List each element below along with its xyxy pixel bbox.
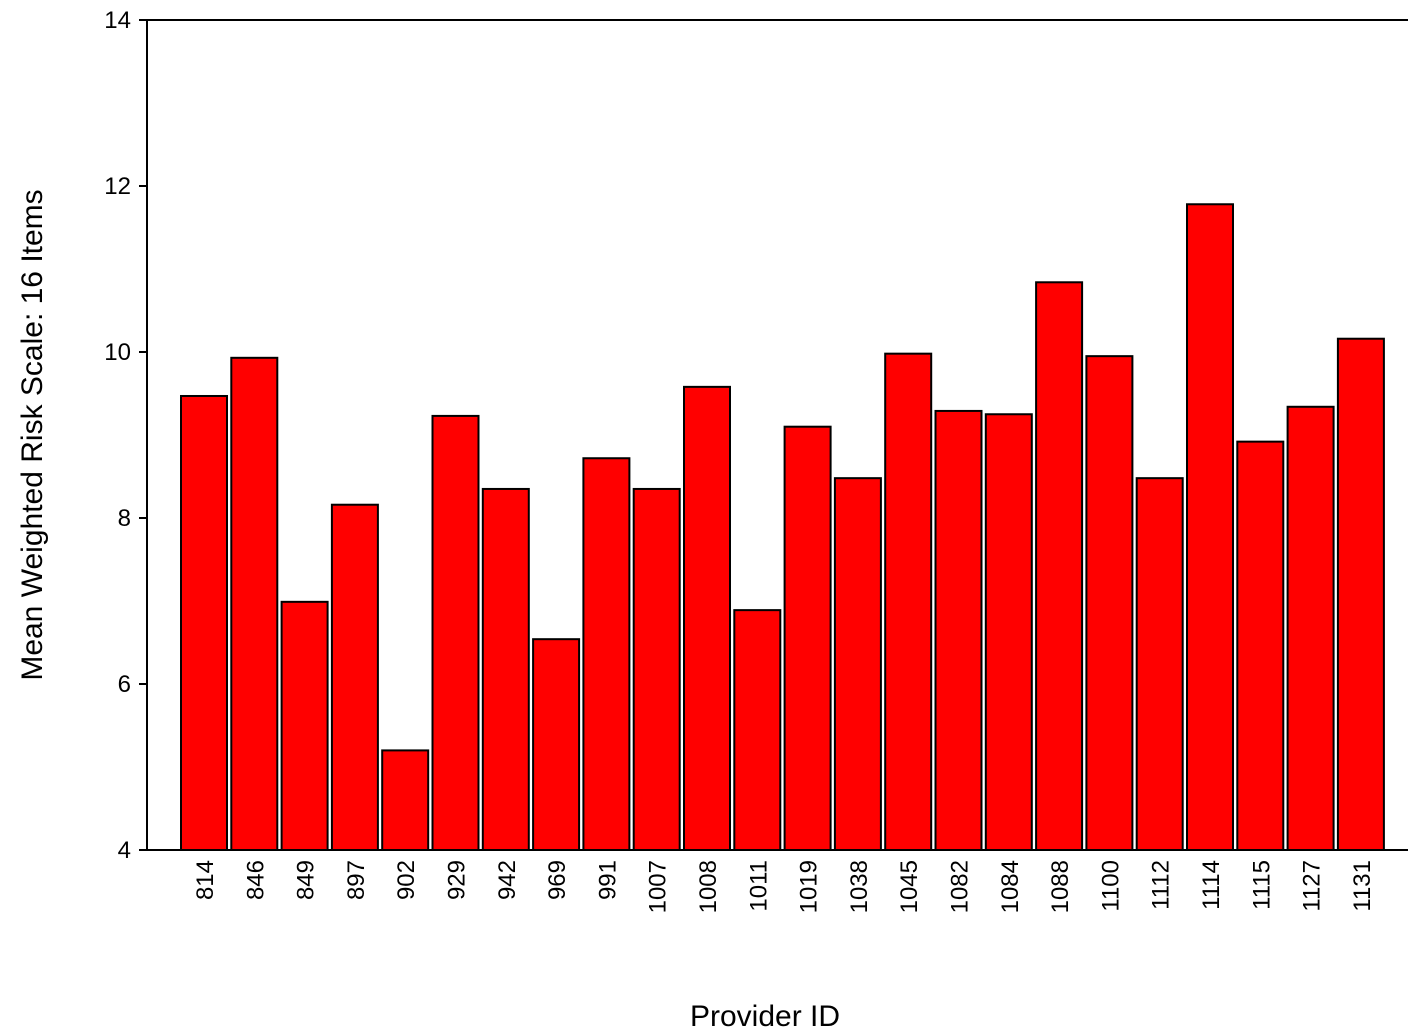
- y-tick-label: 12: [104, 173, 131, 200]
- bar: [1186, 203, 1234, 851]
- bar: [733, 609, 782, 851]
- bar: [431, 414, 480, 851]
- x-tick-label: 1082: [947, 860, 974, 913]
- bar: [481, 487, 530, 851]
- x-tick-label: 1008: [695, 860, 722, 913]
- x-tick-label: 846: [242, 860, 269, 900]
- bar: [330, 503, 379, 851]
- x-tick-label: 1100: [1097, 860, 1124, 912]
- bar: [683, 385, 731, 851]
- x-tick-label: 1019: [796, 860, 823, 913]
- bar: [180, 394, 228, 851]
- x-tick-label: 991: [594, 860, 621, 900]
- bar: [934, 409, 983, 851]
- x-tick-label: 849: [293, 860, 320, 900]
- bar: [582, 457, 631, 851]
- x-tick-label: 1131: [1349, 860, 1376, 912]
- bar: [884, 352, 933, 851]
- x-tick-label: 969: [544, 860, 571, 900]
- bar: [1286, 405, 1335, 851]
- x-tick-label: 929: [444, 860, 471, 900]
- bar: [984, 413, 1033, 851]
- bar: [783, 425, 832, 851]
- bar: [1085, 355, 1134, 851]
- bar: [280, 600, 329, 852]
- y-tick-label: 14: [104, 7, 131, 34]
- x-tick-label: 1114: [1198, 860, 1225, 910]
- y-tick-label: 4: [118, 837, 131, 864]
- bar: [381, 749, 430, 852]
- bar: [1135, 477, 1184, 851]
- x-tick-label: 1115: [1248, 860, 1275, 910]
- x-tick-label: 1112: [1148, 860, 1175, 910]
- bar: [1236, 440, 1285, 851]
- bar: [1035, 281, 1084, 851]
- bar: [532, 638, 581, 851]
- bar: [1336, 337, 1385, 851]
- y-tick-label: 6: [118, 671, 131, 698]
- x-tick-label: 1007: [645, 860, 672, 913]
- x-tick-label: 1127: [1299, 860, 1326, 912]
- x-axis-label: Provider ID: [690, 1000, 840, 1033]
- x-tick-label: 902: [393, 860, 420, 900]
- bar: [230, 356, 279, 851]
- x-tick-label: 1011: [745, 860, 772, 912]
- x-tick-label: 1084: [997, 860, 1024, 913]
- y-tick-label: 10: [104, 339, 131, 366]
- bar: [833, 477, 882, 851]
- y-axis-label: Mean Weighted Risk Scale: 16 Items: [16, 189, 49, 680]
- y-tick-label: 8: [118, 505, 131, 532]
- bar: [632, 487, 681, 851]
- x-tick-label: 897: [343, 860, 370, 900]
- x-tick-label: 1045: [896, 860, 923, 913]
- x-tick-label: 1088: [1047, 860, 1074, 913]
- x-tick-label: 942: [494, 860, 521, 900]
- x-tick-label: 814: [192, 860, 219, 900]
- x-tick-label: 1038: [846, 860, 873, 913]
